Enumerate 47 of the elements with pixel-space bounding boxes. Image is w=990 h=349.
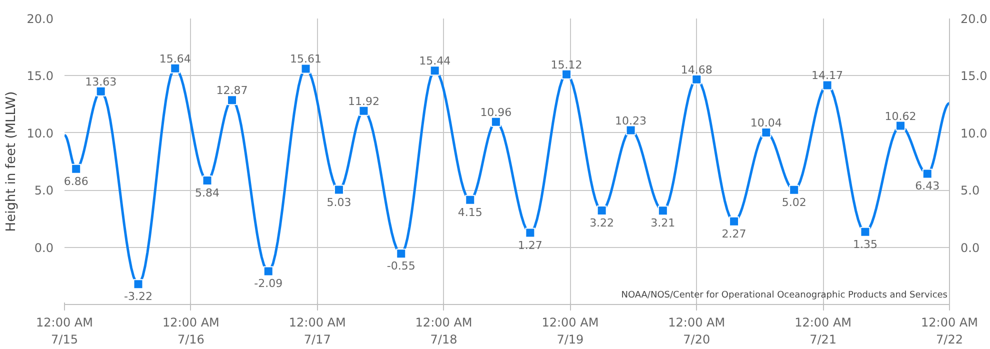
x-tick-label: 12:00 AM 7/18 bbox=[415, 316, 472, 346]
x-tick-label: 12:00 AM 7/15 bbox=[36, 316, 93, 346]
x-tick-label: 12:00 AM 7/20 bbox=[668, 316, 726, 346]
data-label: 5.02 bbox=[782, 196, 806, 209]
y2-tick-label: 15.0 bbox=[960, 69, 988, 84]
data-label: 11.92 bbox=[348, 94, 380, 108]
data-label: 1.35 bbox=[852, 238, 878, 251]
data-label: 12.87 bbox=[216, 84, 248, 98]
data-label: 14.68 bbox=[680, 63, 712, 76]
y-tick-label: 5.0 bbox=[34, 184, 54, 198]
data-label: 10.62 bbox=[884, 110, 916, 123]
data-label: -0.55 bbox=[386, 260, 416, 273]
data-label: 15.64 bbox=[159, 52, 191, 66]
x-tick-label: 12:00 AM 7/16 bbox=[162, 316, 220, 346]
y-tick-label: 20.0 bbox=[26, 12, 54, 26]
y-axis-title: Height in feet (MLLW) bbox=[4, 91, 19, 232]
data-label: 1.27 bbox=[518, 238, 542, 252]
data-label: 13.63 bbox=[85, 75, 117, 88]
y-tick-label: 15.0 bbox=[26, 69, 54, 84]
data-label: 5.03 bbox=[326, 196, 352, 209]
annotation: NOAA/NOS/Center for Operational Oceanographic Products and Services bbox=[621, 290, 948, 300]
data-label: 3.22 bbox=[590, 216, 614, 230]
data-label: 15.12 bbox=[550, 58, 582, 72]
data-label: -3.22 bbox=[124, 290, 152, 304]
data-label: 10.23 bbox=[615, 114, 647, 128]
data-label: 4.15 bbox=[458, 206, 482, 219]
data-label: 15.44 bbox=[419, 54, 451, 68]
y2-tick-label: 20.0 bbox=[960, 12, 988, 26]
data-label: 2.27 bbox=[722, 227, 746, 240]
data-label: 5.84 bbox=[195, 186, 220, 200]
data-label: 10.96 bbox=[480, 106, 512, 119]
y2-tick-label: 10.0 bbox=[960, 126, 988, 140]
y2-tick-label: 5.0 bbox=[960, 184, 980, 198]
data-label: 6.43 bbox=[915, 180, 940, 193]
data-label: 15.61 bbox=[290, 52, 322, 66]
x-tick-label: 12:00 AM 7/19 bbox=[542, 316, 599, 346]
data-label: 10.04 bbox=[750, 116, 782, 130]
data-label: 6.86 bbox=[64, 174, 88, 188]
data-label: -2.09 bbox=[254, 277, 283, 290]
y-tick-label: 0.0 bbox=[34, 240, 54, 255]
data-label: 14.17 bbox=[812, 69, 844, 82]
x-tick-label: 12:00 AM 7/22 bbox=[921, 316, 978, 346]
x-tick-label: 12:00 AM 7/17 bbox=[288, 316, 346, 346]
data-label: 3.21 bbox=[650, 216, 676, 230]
y-tick-label: 10.0 bbox=[26, 126, 54, 140]
x-tick-label: 12:00 AM 7/21 bbox=[794, 316, 852, 346]
y2-tick-label: 0.0 bbox=[960, 240, 980, 255]
